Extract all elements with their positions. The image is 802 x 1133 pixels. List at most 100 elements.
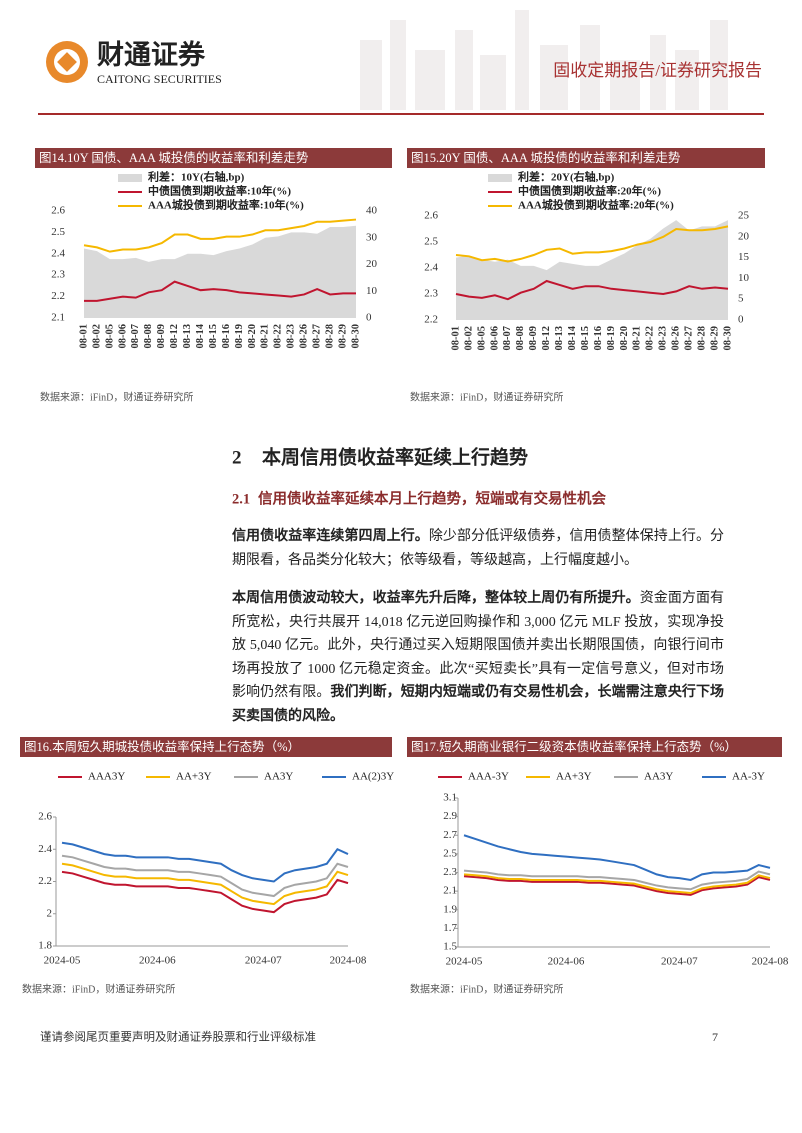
x-tick-label: 08-30 — [722, 326, 733, 351]
logo-english: CAITONG SECURITIES — [97, 72, 222, 86]
y-tick-label: 2.5 — [51, 226, 65, 238]
x-tick-label: 08-28 — [697, 326, 708, 351]
text: 除少部分低评级债券，信用债整体保持上行。分期限看，各品类分化较大；依等级看，等级… — [232, 529, 725, 568]
line — [61, 862, 349, 906]
legend-label: AA(2)3Y — [352, 771, 394, 783]
line — [455, 225, 729, 263]
x-tick-label: 08-19 — [606, 326, 617, 351]
y2-tick-label: 5 — [738, 293, 744, 305]
y2-tick-label: 20 — [366, 258, 378, 270]
header-skyline — [360, 10, 728, 110]
x-tick-label: 08-08 — [515, 326, 526, 351]
legend-label: 利差：10Y(右轴,bp) — [148, 170, 245, 184]
x-tick-label: 2024-05 — [44, 955, 81, 967]
figure-title-bar — [407, 148, 765, 168]
y-tick-label: 2.1 — [51, 312, 65, 324]
x-tick-label: 08-15 — [580, 326, 591, 351]
y2-tick-label: 10 — [738, 272, 750, 284]
y-tick-label: 1.5 — [443, 941, 457, 953]
y-tick-label: 2.2 — [424, 314, 438, 326]
bold-conclusion: 我们判断，短期内短端或仍有交易性机会，长端需注意央行下场买卖国债的风险。 — [232, 685, 725, 724]
y-tick-label: 2.7 — [443, 829, 457, 841]
y-tick-label: 2.3 — [424, 288, 438, 300]
legend-swatch — [118, 174, 142, 182]
area — [456, 220, 728, 320]
subsection-title: 信用债收益率延续本月上行趋势，短端或有交易性机会 — [258, 489, 606, 507]
x-tick-label: 08-29 — [337, 324, 348, 349]
x-tick-label: 08-15 — [208, 324, 219, 349]
x-tick-label: 08-20 — [247, 324, 258, 349]
figure-source: 数据来源：iFinD，财通证券研究所 — [40, 390, 193, 403]
x-tick-label: 2024-07 — [245, 955, 282, 967]
y2-tick-label: 30 — [366, 231, 378, 243]
legend-label: AAA城投债到期收益率:10年(%) — [148, 198, 304, 212]
y-tick-label: 2.3 — [51, 269, 65, 281]
figure-title: 图17.短久期商业银行二级资本债收益率保持上行态势（%） — [411, 739, 737, 754]
x-tick-label: 08-28 — [325, 324, 336, 349]
y-tick-label: 1.8 — [38, 940, 52, 952]
x-tick-label: 08-06 — [117, 324, 128, 349]
figure-source: 数据来源：iFinD，财通证券研究所 — [410, 982, 563, 995]
x-tick-label: 08-26 — [671, 326, 682, 351]
legend-label: 中债国债到期收益率:10年(%) — [148, 184, 291, 198]
line — [463, 869, 771, 891]
y2-tick-label: 25 — [738, 210, 750, 222]
x-tick-label: 2024-06 — [548, 956, 585, 968]
x-tick-label: 08-14 — [195, 323, 206, 348]
section-number: 2 — [232, 447, 242, 468]
x-tick-label: 2024-05 — [446, 956, 483, 968]
figure-title-bar — [407, 737, 782, 757]
line — [463, 875, 771, 896]
line — [61, 854, 349, 898]
page-number: 7 — [712, 1030, 718, 1044]
legend-swatch — [488, 174, 512, 182]
section-title: 本周信用债收益率延续上行趋势 — [262, 445, 528, 468]
x-tick-label: 08-01 — [450, 326, 461, 351]
figure-title: 图16.本周短久期城投债收益率保持上行态势（%） — [24, 739, 300, 754]
figure-title-bar — [35, 148, 392, 168]
y-tick-label: 2.4 — [51, 247, 65, 259]
figure-title-bar — [20, 737, 392, 757]
x-tick-label: 08-02 — [463, 326, 474, 351]
y-tick-label: 2.2 — [51, 290, 65, 302]
y-tick-label: 2.6 — [38, 811, 52, 823]
x-tick-label: 08-09 — [156, 324, 167, 349]
y-tick-label: 2.1 — [443, 885, 457, 897]
y-tick-label: 2.6 — [424, 210, 438, 222]
legend-label: AA-3Y — [732, 771, 765, 783]
footer-disclaimer: 谨请参阅尾页重要声明及财通证券股票和行业评级标准 — [40, 1030, 316, 1044]
text: 资金面方面有所宽松，央行共展开 14,018 亿元逆回购操作和 3,000 亿元… — [232, 591, 725, 700]
y-tick-label: 2.6 — [51, 205, 65, 217]
line — [83, 218, 357, 253]
line — [455, 279, 729, 301]
x-tick-label: 08-05 — [104, 324, 115, 349]
x-tick-label: 08-02 — [91, 324, 102, 349]
legend-label: AA+3Y — [176, 771, 212, 783]
x-tick-label: 08-14 — [567, 325, 578, 350]
y-tick-label: 2.4 — [38, 843, 52, 855]
line — [463, 834, 771, 881]
x-tick-label: 08-29 — [709, 326, 720, 351]
legend-label: AAA3Y — [88, 771, 125, 783]
x-tick-label: 08-12 — [541, 326, 552, 351]
x-tick-label: 08-06 — [489, 326, 500, 351]
y-tick-label: 1.7 — [443, 922, 457, 934]
x-tick-label: 08-09 — [528, 326, 539, 351]
legend-label: 利差：20Y(右轴,bp) — [518, 170, 615, 184]
y-tick-label: 2 — [47, 907, 53, 919]
figure-title: 图15.20Y 国债、AAA 城投债的收益率和利差走势 — [411, 150, 681, 165]
logo-icon — [46, 41, 88, 83]
line — [84, 280, 356, 302]
line — [463, 873, 771, 895]
bold-lead: 信用债收益率连续第四周上行。 — [232, 529, 429, 544]
x-tick-label: 08-07 — [502, 326, 513, 351]
x-tick-label: 08-13 — [182, 324, 193, 349]
legend-label: AAA-3Y — [468, 771, 509, 783]
x-tick-label: 2024-07 — [661, 956, 698, 968]
x-tick-label: 08-13 — [554, 326, 565, 351]
y-tick-label: 3.1 — [443, 792, 457, 804]
y2-tick-label: 20 — [738, 230, 750, 242]
y-tick-label: 2.5 — [424, 236, 438, 248]
x-tick-label: 08-27 — [684, 326, 695, 351]
